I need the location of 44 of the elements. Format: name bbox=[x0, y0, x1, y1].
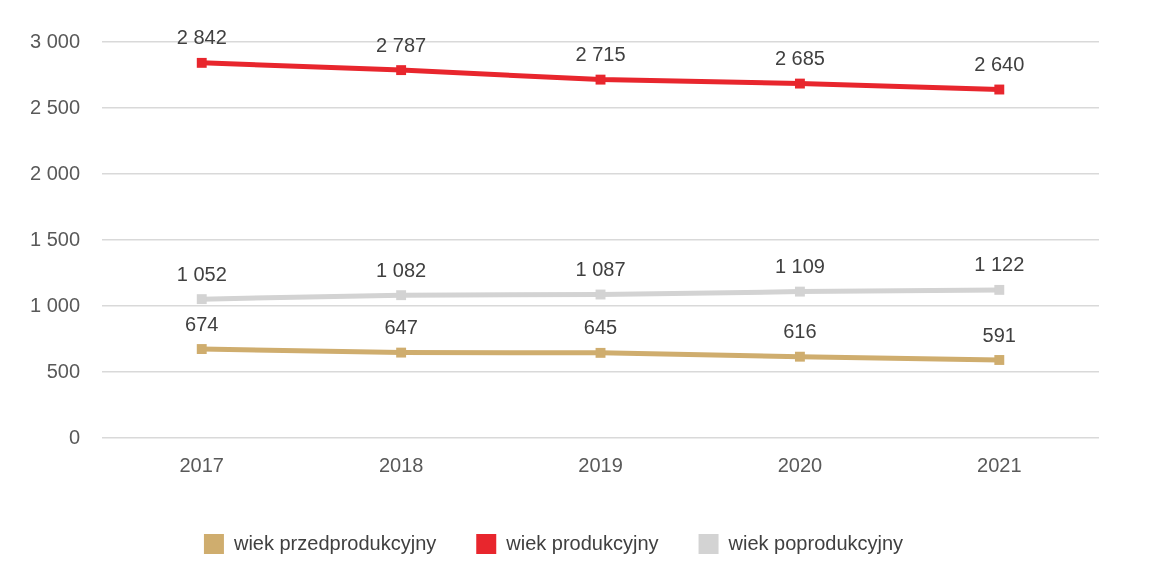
data-label: 1 052 bbox=[176, 262, 227, 285]
data-label: 1 109 bbox=[774, 255, 825, 278]
x-tick-label: 2019 bbox=[578, 453, 623, 476]
data-label: 674 bbox=[185, 312, 219, 335]
point bbox=[595, 347, 606, 358]
data-label: 1 122 bbox=[974, 253, 1025, 276]
data-label: 645 bbox=[583, 316, 618, 339]
point bbox=[994, 84, 1005, 95]
point bbox=[595, 74, 606, 85]
data-label: 616 bbox=[783, 320, 817, 343]
y-tick-label: 2 500 bbox=[29, 95, 81, 118]
point bbox=[396, 347, 407, 358]
legend-label: wiek produkcyjny bbox=[505, 531, 659, 554]
data-label: 2 842 bbox=[176, 26, 227, 49]
x-tick-label: 2021 bbox=[977, 453, 1022, 476]
point bbox=[196, 344, 207, 354]
point bbox=[794, 78, 805, 89]
data-label: 2 685 bbox=[774, 47, 825, 70]
data-label: 2 787 bbox=[376, 33, 427, 56]
y-tick-label: 0 bbox=[68, 425, 81, 448]
data-label: 2 715 bbox=[575, 43, 626, 66]
y-tick-label: 2 000 bbox=[29, 161, 81, 184]
point bbox=[396, 290, 407, 301]
legend-label: wiek przedprodukcyjny bbox=[232, 531, 437, 554]
y-tick-label: 1 500 bbox=[29, 227, 81, 250]
point bbox=[196, 57, 207, 68]
data-label: 647 bbox=[384, 316, 418, 339]
point bbox=[994, 355, 1005, 365]
y-tick-label: 3 000 bbox=[29, 29, 81, 52]
data-label: 2 640 bbox=[974, 53, 1025, 76]
x-tick-label: 2020 bbox=[777, 453, 823, 476]
point bbox=[994, 284, 1005, 295]
y-tick-label: 500 bbox=[46, 359, 81, 382]
point bbox=[396, 65, 407, 76]
legend-label: wiek poprodukcyjny bbox=[727, 531, 904, 554]
point bbox=[794, 286, 805, 297]
point bbox=[794, 351, 805, 362]
data-label: 1 087 bbox=[575, 258, 626, 281]
data-label: 1 082 bbox=[376, 258, 427, 281]
y-tick-label: 1 000 bbox=[29, 293, 81, 316]
data-label: 591 bbox=[982, 323, 1016, 346]
x-tick-label: 2017 bbox=[179, 453, 224, 476]
x-tick-label: 2018 bbox=[378, 453, 424, 476]
point bbox=[196, 294, 207, 305]
